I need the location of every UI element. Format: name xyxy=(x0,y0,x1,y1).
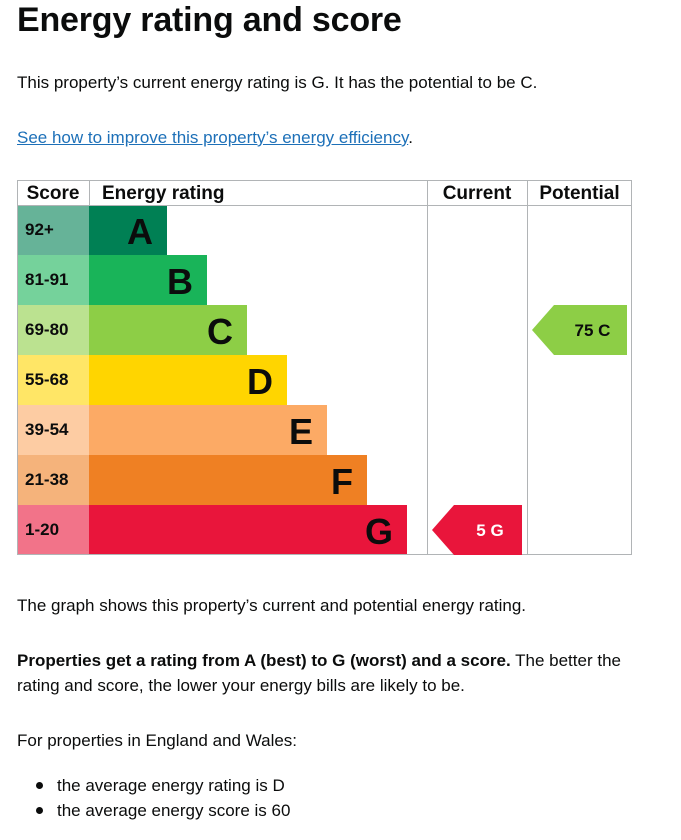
score-label-b: 81-91 xyxy=(25,270,68,289)
score-cell-f xyxy=(17,455,89,505)
score-cell-b xyxy=(17,255,89,305)
score-label-e: 39-54 xyxy=(25,420,69,439)
potential-rating-label: 75 C xyxy=(575,321,611,340)
score-label-d: 55-68 xyxy=(25,370,68,389)
rating-explanation-rest: The better the rating and score, the low… xyxy=(17,651,621,695)
rating-bar-d xyxy=(89,355,287,405)
header-energy-rating: Energy rating xyxy=(102,183,224,204)
regional-intro: For properties in England and Wales: xyxy=(17,731,298,750)
rating-letter-c: C xyxy=(207,311,233,352)
rating-letter-b: B xyxy=(167,261,193,302)
rating-letter-f: F xyxy=(331,461,353,502)
potential-rating-arrow xyxy=(532,305,627,355)
rating-letter-d: D xyxy=(247,361,273,402)
score-cell-a xyxy=(17,205,89,255)
graph-border xyxy=(17,180,632,555)
average-score-text: the average energy score is 60 xyxy=(57,801,291,820)
header-current: Current xyxy=(443,183,512,204)
average-score-item: the average energy score is 60 xyxy=(17,798,290,823)
rating-bar-f xyxy=(89,455,367,505)
score-label-g: 1-20 xyxy=(25,520,59,539)
rating-bar-g xyxy=(89,505,407,555)
average-rating-item: the average energy rating is D xyxy=(17,773,290,798)
rating-letter-a: A xyxy=(127,211,153,252)
score-label-f: 21-38 xyxy=(25,470,68,489)
page-title: Energy rating and score xyxy=(17,1,402,39)
score-label-c: 69-80 xyxy=(25,320,68,339)
score-cell-e xyxy=(17,405,89,455)
current-rating-label: 5 G xyxy=(476,521,503,540)
rating-bar-a xyxy=(89,205,167,255)
rating-bar-e xyxy=(89,405,327,455)
energy-rating-graph: Score Energy rating Current Potential 92+ A 81… xyxy=(17,180,632,555)
average-rating-text: the average energy rating is D xyxy=(57,776,285,795)
score-cell-d xyxy=(17,355,89,405)
improve-paragraph: See how to improve this property’s energ… xyxy=(17,125,657,150)
header-potential: Potential xyxy=(539,183,619,204)
bullet-dot xyxy=(36,782,43,789)
bullet-dot xyxy=(36,807,43,814)
average-list: the average energy rating is D the avera… xyxy=(17,773,290,823)
rating-letter-e: E xyxy=(289,411,313,452)
rating-explanation-strong: Properties get a rating from A (best) to… xyxy=(17,651,511,670)
score-cell-g xyxy=(17,505,89,555)
rating-bar-c xyxy=(89,305,247,355)
score-label-a: 92+ xyxy=(25,220,54,239)
rating-letter-g: G xyxy=(365,511,393,552)
improve-link-suffix: . xyxy=(408,128,413,147)
intro-text: This property’s current energy rating is… xyxy=(17,73,538,92)
rating-explanation: Properties get a rating from A (best) to… xyxy=(17,648,657,698)
header-score: Score xyxy=(27,183,80,204)
current-rating-arrow xyxy=(432,505,522,555)
rating-bar-b xyxy=(89,255,207,305)
graph-note: The graph shows this property’s current … xyxy=(17,596,527,615)
score-cell-c xyxy=(17,305,89,355)
improve-efficiency-link[interactable]: See how to improve this property’s energ… xyxy=(17,128,409,147)
